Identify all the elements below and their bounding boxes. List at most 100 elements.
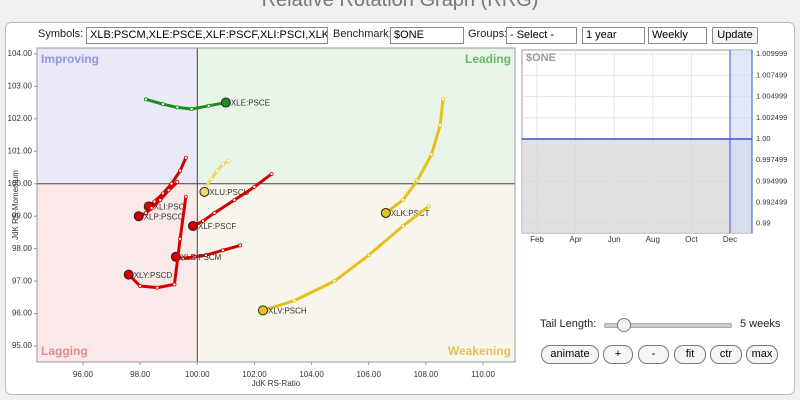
y-tick-label: 97.00 [12, 276, 33, 285]
tail-point [152, 199, 157, 204]
series-label: XLB:PSCM [181, 253, 222, 262]
tail-length-label: Tail Length: [540, 318, 597, 330]
series-label: XLU:PSCU [209, 188, 249, 197]
tail-point [189, 107, 194, 112]
quadrant-leading [197, 48, 516, 184]
y-tick-label: 0.992499 [756, 197, 787, 206]
y-tick-label: 100.00 [8, 179, 33, 188]
tail-point [232, 197, 237, 202]
series-label: XLV:PSCH [268, 306, 307, 315]
y-axis-label: JdK RS-Momentum [11, 170, 20, 240]
head-point [258, 305, 268, 316]
head-point [380, 207, 391, 218]
animate-button[interactable]: animate [541, 345, 599, 364]
x-tick-label: Dec [723, 235, 737, 244]
x-tick-label: Apr [569, 235, 582, 244]
tail-point [226, 159, 231, 164]
x-tick-label: Jun [608, 235, 621, 244]
tail-point [138, 284, 143, 289]
tail-point [220, 248, 225, 253]
tail [261, 204, 431, 312]
x-tick-label: 110.00 [471, 370, 495, 379]
head-point [123, 269, 134, 280]
y-tick-label: 103.00 [8, 81, 33, 90]
symbols-input[interactable]: XLB:PSCM,XLE:PSCE,XLF:PSCF,XLI:PSCI,XLK:… [86, 27, 328, 44]
tail-point [175, 105, 180, 110]
y-tick-label: 1.007499 [756, 70, 787, 79]
max-button[interactable]: max [746, 345, 778, 364]
y-tick-label: 0.997499 [756, 155, 787, 164]
benchmark-input[interactable]: $ONE [390, 27, 464, 44]
tail-point [169, 181, 174, 186]
tail [127, 195, 188, 290]
tail-point [440, 97, 445, 102]
series-label: XLK:PSCT [391, 209, 430, 218]
y-tick-label: 96.00 [12, 309, 33, 318]
update-button[interactable]: Update [712, 27, 758, 44]
groups-label: Groups: [468, 28, 508, 40]
tail-point [238, 243, 243, 248]
series-label: XLF:PSCF [198, 222, 236, 231]
ctr-button[interactable]: ctr [710, 345, 742, 364]
quadrant-label: Lagging [41, 344, 88, 358]
zoom-out-button[interactable]: - [638, 345, 669, 364]
x-tick-label: 102.00 [242, 370, 267, 379]
x-tick-label: 100.00 [185, 370, 210, 379]
x-tick-label: 106.00 [356, 370, 381, 379]
y-tick-label: 1.004999 [756, 92, 787, 101]
tail-point [175, 180, 180, 185]
tail-point [160, 102, 165, 107]
x-tick-label: 98.00 [130, 370, 151, 379]
tail-point [203, 253, 208, 258]
slider-knob[interactable] [617, 318, 631, 332]
tail-point [269, 171, 274, 176]
x-tick-label: 104.00 [299, 370, 324, 379]
tail-point [400, 223, 405, 228]
quadrant-label: Weakening [448, 344, 511, 358]
tail-point [143, 210, 148, 215]
tail [384, 97, 445, 215]
tail-point [429, 152, 434, 157]
tail-point [178, 168, 183, 173]
period-select[interactable]: 1 year [582, 27, 645, 44]
zoom-in-button[interactable]: + [603, 345, 633, 364]
symbols-label: Symbols: [38, 28, 84, 40]
tail-point [438, 123, 443, 128]
tail-point [215, 168, 220, 173]
head-point [133, 211, 144, 222]
tail-point [366, 253, 371, 258]
y-tick-label: 1.009999 [756, 49, 787, 58]
tail-point [180, 256, 185, 261]
head-point [220, 97, 231, 108]
x-axis-label: JdK RS-Ratio [252, 379, 301, 388]
y-tick-label: 99.00 [12, 211, 33, 220]
tail-point [209, 176, 214, 181]
tail-point [143, 97, 148, 102]
area [522, 138, 752, 233]
tail-point [149, 206, 154, 211]
tail-point [212, 210, 217, 215]
tail-slider[interactable] [604, 323, 732, 328]
fit-button[interactable]: fit [674, 345, 706, 364]
head-point [188, 220, 198, 231]
y-tick-label: 95.00 [12, 341, 33, 350]
y-tick-label: 1.002499 [756, 113, 787, 122]
tail-point [172, 282, 177, 287]
frequency-select[interactable]: Weekly [648, 27, 707, 44]
y-tick-label: 1.00 [756, 134, 771, 143]
quadrant-label: Improving [41, 52, 99, 66]
mini-title: $ONE [526, 52, 556, 64]
tail-point [183, 155, 188, 160]
tail-point [183, 194, 188, 199]
tail-point [426, 204, 431, 209]
quadrant-label: Leading [465, 52, 511, 66]
groups-select[interactable]: - Select - [506, 27, 577, 44]
tail-point [178, 236, 183, 241]
tail-point [292, 298, 297, 303]
series-label: XLE:PSCE [231, 99, 270, 108]
x-tick-label: Oct [685, 235, 698, 244]
current-band [730, 50, 752, 233]
series-label: XLP:PSCC [144, 212, 184, 221]
